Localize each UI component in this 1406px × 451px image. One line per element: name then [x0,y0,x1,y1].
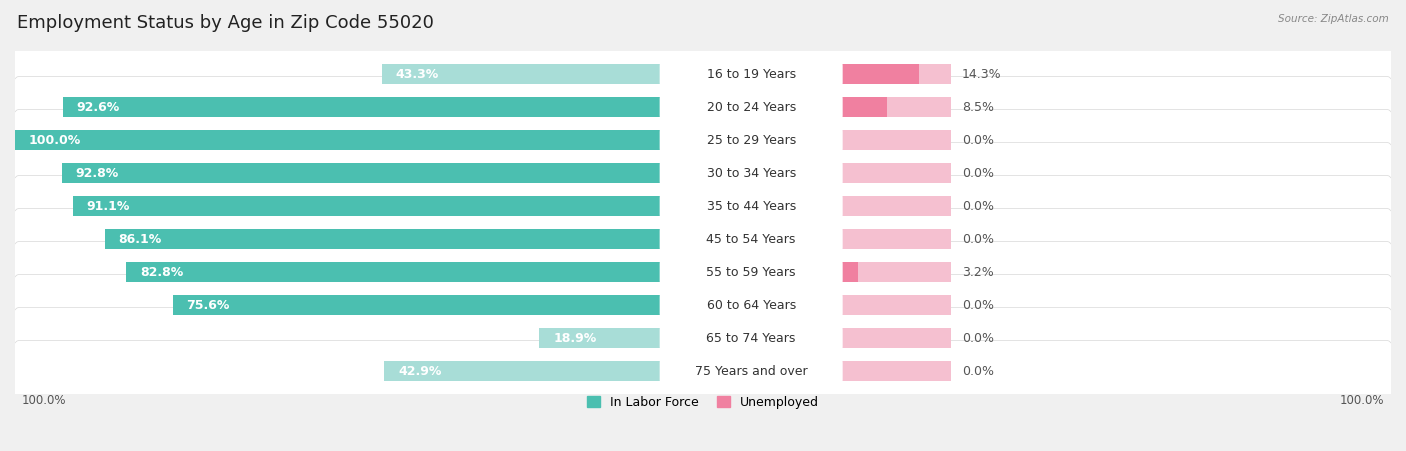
FancyBboxPatch shape [659,226,842,253]
FancyBboxPatch shape [13,143,1393,204]
Text: 75.6%: 75.6% [187,299,231,312]
Bar [841,97,950,117]
FancyBboxPatch shape [659,259,842,285]
Bar [540,328,662,348]
Text: 16 to 19 Years: 16 to 19 Years [707,68,796,81]
FancyBboxPatch shape [13,341,1393,402]
Text: 25 to 29 Years: 25 to 29 Years [707,133,796,147]
Text: 0.0%: 0.0% [962,332,994,345]
Text: 0.0%: 0.0% [962,233,994,246]
Bar [841,130,950,150]
Legend: In Labor Force, Unemployed: In Labor Force, Unemployed [588,396,818,409]
Bar [841,262,858,282]
FancyBboxPatch shape [659,127,842,153]
Bar [841,64,950,84]
Text: 86.1%: 86.1% [118,233,162,246]
Text: 55 to 59 Years: 55 to 59 Years [706,266,796,279]
Bar [105,229,662,249]
Text: 0.0%: 0.0% [962,200,994,213]
Text: 3.2%: 3.2% [962,266,994,279]
Text: 14.3%: 14.3% [962,68,1001,81]
Text: 0.0%: 0.0% [962,167,994,179]
Text: 18.9%: 18.9% [553,332,596,345]
FancyBboxPatch shape [659,160,842,186]
Bar [841,295,950,315]
FancyBboxPatch shape [659,325,842,351]
Text: 43.3%: 43.3% [395,68,439,81]
FancyBboxPatch shape [659,94,842,120]
Bar [841,361,950,381]
Bar [841,262,950,282]
Bar [841,328,950,348]
Text: 0.0%: 0.0% [962,299,994,312]
FancyBboxPatch shape [659,358,842,384]
FancyBboxPatch shape [13,77,1393,138]
Text: 45 to 54 Years: 45 to 54 Years [706,233,796,246]
Bar [381,64,662,84]
Bar [841,97,887,117]
Text: Employment Status by Age in Zip Code 55020: Employment Status by Age in Zip Code 550… [17,14,433,32]
Text: 100.0%: 100.0% [28,133,82,147]
Bar [63,97,662,117]
Text: 20 to 24 Years: 20 to 24 Years [707,101,796,114]
Bar [62,163,662,183]
Bar [127,262,662,282]
FancyBboxPatch shape [13,208,1393,270]
Text: 92.8%: 92.8% [76,167,118,179]
Text: 92.6%: 92.6% [76,101,120,114]
FancyBboxPatch shape [13,175,1393,237]
Text: 0.0%: 0.0% [962,365,994,378]
Text: Source: ZipAtlas.com: Source: ZipAtlas.com [1278,14,1389,23]
Bar [841,64,920,84]
Text: 91.1%: 91.1% [86,200,129,213]
Bar [841,196,950,216]
Text: 8.5%: 8.5% [962,101,994,114]
FancyBboxPatch shape [659,61,842,87]
Text: 60 to 64 Years: 60 to 64 Years [707,299,796,312]
Text: 35 to 44 Years: 35 to 44 Years [707,200,796,213]
Bar [173,295,662,315]
FancyBboxPatch shape [13,275,1393,336]
Text: 75 Years and over: 75 Years and over [695,365,807,378]
Text: 100.0%: 100.0% [22,394,66,407]
Bar [841,163,950,183]
FancyBboxPatch shape [659,292,842,318]
Bar [15,130,662,150]
Bar [384,361,662,381]
Text: 82.8%: 82.8% [141,266,183,279]
FancyBboxPatch shape [13,308,1393,369]
Text: 30 to 34 Years: 30 to 34 Years [707,167,796,179]
FancyBboxPatch shape [13,43,1393,105]
Bar [73,196,662,216]
FancyBboxPatch shape [659,193,842,220]
FancyBboxPatch shape [13,242,1393,303]
FancyBboxPatch shape [13,110,1393,171]
Bar [841,229,950,249]
Text: 42.9%: 42.9% [398,365,441,378]
Text: 0.0%: 0.0% [962,133,994,147]
Text: 100.0%: 100.0% [1340,394,1384,407]
Text: 65 to 74 Years: 65 to 74 Years [706,332,796,345]
